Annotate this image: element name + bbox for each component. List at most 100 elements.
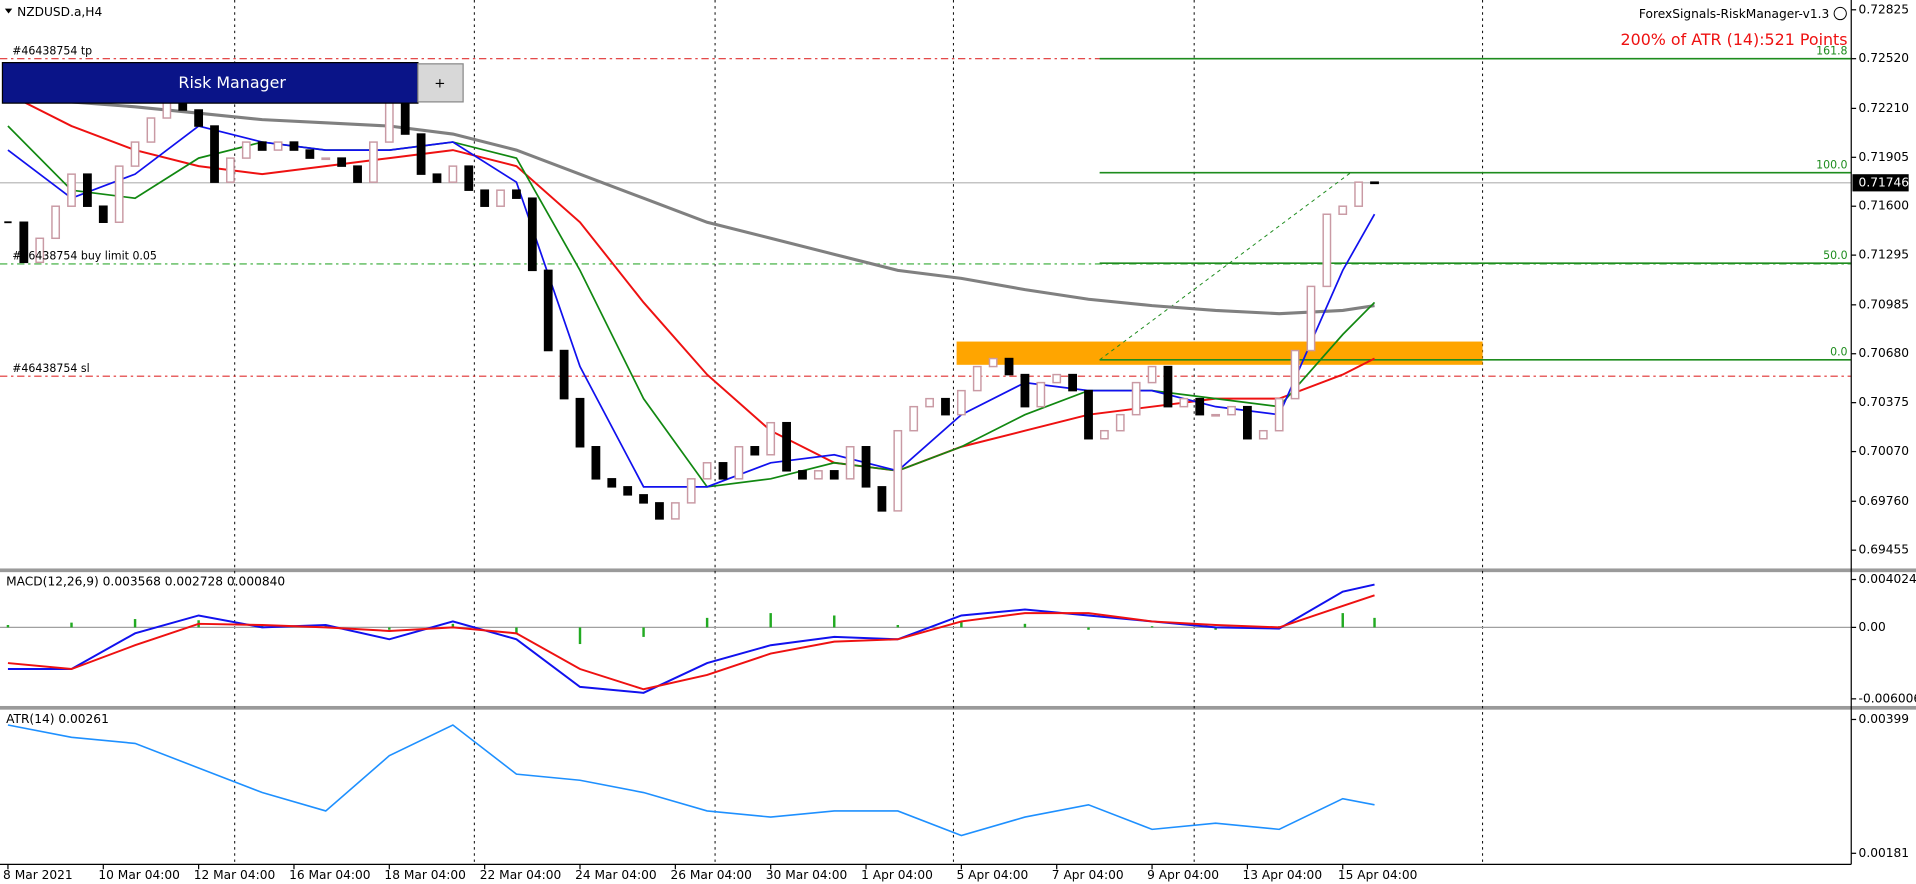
candle (813, 470, 823, 480)
candle (527, 197, 537, 272)
fibo-level-label: 161.8 (1816, 44, 1847, 57)
candle (98, 205, 108, 223)
candle (448, 165, 458, 183)
histogram-bar (960, 621, 963, 628)
risk-manager-title: Risk Manager (178, 73, 286, 92)
candle (35, 237, 45, 264)
candle (416, 133, 426, 175)
candle (146, 117, 156, 143)
histogram-bar (6, 625, 10, 628)
fibo-level-label: 100.0 (1816, 158, 1847, 171)
candle (67, 173, 76, 207)
candle (1068, 373, 1078, 392)
main-layer (4, 57, 1852, 837)
candle (210, 125, 219, 183)
y-tick-label: 0.69760 (1859, 494, 1909, 508)
y-tick-label: 0.72210 (1859, 101, 1909, 115)
panel-title: ATR(14) 0.00261 (6, 712, 109, 726)
y-tick-label: 0.69455 (1859, 543, 1909, 557)
candle (829, 470, 839, 480)
y-tick-label: 0.72825 (1859, 2, 1909, 16)
candle (909, 405, 919, 432)
histogram-bar (133, 619, 137, 628)
candle (1052, 373, 1062, 384)
y-tick-label: 0.71295 (1859, 248, 1909, 262)
x-tick-label: 5 Apr 04:00 (956, 868, 1028, 882)
candle (400, 101, 410, 135)
candle (496, 189, 505, 207)
candle (750, 446, 760, 456)
y-tick-label: 0.71905 (1859, 150, 1909, 164)
candle (893, 429, 903, 512)
y-tick-label: 0.70985 (1859, 297, 1909, 311)
candle (1195, 397, 1205, 416)
candle (226, 157, 235, 183)
candle (575, 397, 585, 448)
add-button-label[interactable]: + (434, 75, 445, 91)
panel-title: MACD(12,26,9) 0.003568 0.002728 0.000840 (6, 574, 285, 588)
histogram-bar (451, 623, 455, 628)
candle (1147, 365, 1157, 384)
candle (51, 205, 61, 240)
x-tick-label: 22 Mar 04:00 (480, 868, 561, 882)
candle (1243, 405, 1252, 440)
candle (1370, 181, 1379, 185)
candle (543, 269, 553, 352)
histogram-bar (324, 625, 327, 628)
histogram-bar (260, 625, 264, 628)
candle (591, 446, 601, 480)
add-button[interactable] (417, 63, 464, 103)
candle (1020, 373, 1030, 408)
candle (639, 494, 648, 504)
y-tick-label: 0.70680 (1859, 346, 1909, 360)
fibo-level-label: 0.0 (1830, 345, 1847, 358)
candle (798, 470, 807, 480)
y-tick-label: 0.70375 (1859, 395, 1909, 409)
candle (114, 165, 124, 223)
histogram-bar (1373, 617, 1376, 628)
candle (321, 157, 331, 161)
histogram-bar (515, 627, 518, 634)
histogram-bar (769, 613, 772, 628)
histogram-bar (1341, 613, 1344, 628)
x-tick-label: 24 Mar 04:00 (575, 868, 656, 882)
candle (956, 389, 966, 416)
candle (1338, 205, 1348, 215)
candle (257, 141, 267, 151)
candle (1115, 413, 1125, 432)
indicator-label: ForexSignals-RiskManager-v1.3 (1639, 7, 1829, 21)
candle (194, 109, 204, 127)
candle (1274, 397, 1284, 432)
candle (1258, 429, 1268, 440)
candle (432, 173, 442, 183)
candle (972, 365, 982, 392)
moving-average (7, 125, 1376, 488)
x-tick-label: 16 Mar 04:00 (289, 868, 370, 882)
order-level-label: #46438754 sl (12, 362, 89, 375)
candle (877, 486, 887, 512)
candle (941, 397, 950, 416)
y-tick-label: 0.004024 (1859, 572, 1916, 586)
histogram-bar (1150, 626, 1154, 628)
candle (337, 157, 347, 167)
candle (1290, 349, 1300, 400)
y-tick-label: 0.72520 (1859, 51, 1909, 65)
candle (655, 502, 664, 520)
candle (1227, 405, 1236, 416)
x-tick-label: 8 Mar 2021 (3, 868, 73, 882)
x-tick-label: 15 Apr 04:00 (1338, 868, 1418, 882)
histogram-bar (1023, 623, 1027, 628)
x-tick-label: 1 Apr 04:00 (861, 868, 933, 882)
candle (1163, 365, 1173, 408)
candle (384, 101, 394, 143)
candle (1099, 429, 1109, 440)
back-layer (0, 0, 1916, 865)
x-tick-label: 7 Apr 04:00 (1052, 868, 1124, 882)
fibo-level-label: 50.0 (1823, 249, 1847, 262)
candle (353, 165, 362, 183)
fibo-trend-line (1099, 172, 1351, 361)
histogram-bar (705, 617, 709, 628)
candle (861, 446, 871, 488)
